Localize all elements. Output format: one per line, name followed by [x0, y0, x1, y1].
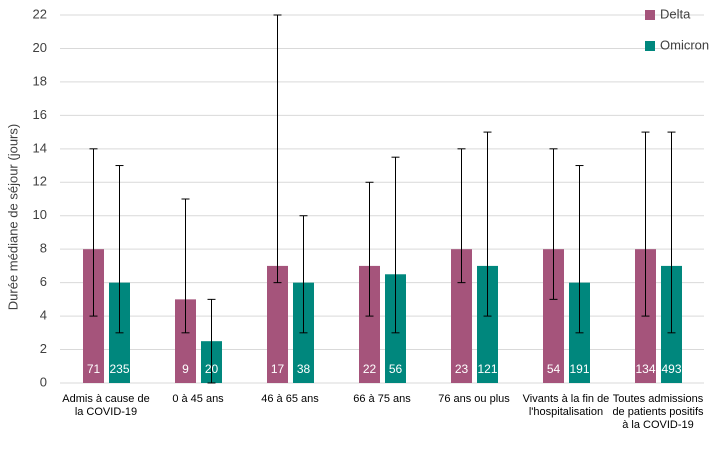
x-tick-label-line: Vivants à la fin de: [523, 393, 610, 405]
count-label: 493: [661, 362, 681, 376]
x-tick-label-line: Toutes admissions: [613, 393, 704, 405]
error-bar: [273, 14, 282, 284]
y-tick-label: 6: [40, 274, 47, 289]
y-tick-label: 12: [33, 174, 47, 189]
legend-swatch: [645, 41, 655, 51]
x-tick-label-line: 46 à 65 ans: [261, 393, 319, 405]
bar: [451, 249, 472, 383]
x-tick-label: 76 ans ou plus: [438, 393, 510, 405]
x-tick-label: 46 à 65 ans: [261, 393, 319, 405]
bar: [359, 265, 380, 383]
bar: [175, 299, 196, 383]
x-tick-label-line: Admis à cause de: [62, 393, 149, 405]
x-tick-label-line: 76 ans ou plus: [438, 393, 510, 405]
x-tick-label-line: 66 à 75 ans: [353, 393, 411, 405]
error-bar: [299, 215, 308, 334]
y-tick-label: 2: [40, 341, 47, 356]
legend-swatch: [645, 10, 655, 20]
y-tick-label: 16: [33, 107, 47, 122]
y-tick-label: 18: [33, 73, 47, 88]
error-bar: [365, 181, 374, 317]
x-tick-label: Admis à cause de la COVID-19: [62, 393, 149, 418]
error-bar: [181, 198, 190, 334]
y-tick-label: 4: [40, 308, 47, 323]
x-tick-label-line: la COVID-19: [75, 406, 137, 418]
error-bar: [667, 131, 676, 334]
error-bar: [391, 156, 400, 334]
count-label: 71: [87, 362, 101, 376]
y-tick-label: 8: [40, 241, 47, 256]
error-bar: [457, 148, 466, 284]
x-tick-label: Toutes admissions de patients positifs à l…: [612, 393, 704, 431]
bar: [543, 249, 564, 383]
count-label: 121: [477, 362, 497, 376]
y-tick-label: 22: [33, 6, 47, 21]
error-bar: [115, 165, 124, 334]
y-tick-label: 14: [33, 140, 47, 155]
count-label: 23: [455, 362, 469, 376]
bar: [267, 265, 288, 383]
x-tick-label-line: à la COVID-19: [622, 419, 694, 431]
count-label: 56: [389, 362, 403, 376]
legend-label: Delta: [660, 6, 691, 21]
error-bar: [641, 131, 650, 317]
error-bar: [207, 298, 216, 384]
error-bar: [483, 131, 492, 317]
error-bar: [575, 165, 584, 334]
x-tick-label-line: de patients positifs: [612, 406, 704, 418]
count-label: 134: [635, 362, 655, 376]
y-axis-label: Durée médiane de séjour (jours): [5, 124, 20, 310]
legend-label: Omicron: [660, 37, 709, 52]
x-tick-label-line: l'hospitalisation: [529, 406, 603, 418]
y-tick-label: 10: [33, 207, 47, 222]
x-tick-label: 0 à 45 ans: [172, 393, 224, 405]
y-tick-label: 20: [33, 40, 47, 55]
x-tick-label-line: 0 à 45 ans: [172, 393, 224, 405]
count-label: 17: [271, 362, 285, 376]
x-tick-label: 66 à 75 ans: [353, 393, 411, 405]
count-label: 38: [297, 362, 311, 376]
bar: [477, 265, 498, 383]
count-label: 191: [569, 362, 589, 376]
count-label: 20: [205, 362, 219, 376]
count-label: 9: [182, 362, 189, 376]
error-bar: [89, 148, 98, 317]
count-label: 54: [547, 362, 561, 376]
count-label: 235: [109, 362, 129, 376]
count-label: 22: [363, 362, 377, 376]
error-bar: [549, 148, 558, 300]
y-tick-label: 0: [40, 374, 47, 389]
x-tick-label: Vivants à la fin de l'hospitalisation: [523, 393, 610, 418]
